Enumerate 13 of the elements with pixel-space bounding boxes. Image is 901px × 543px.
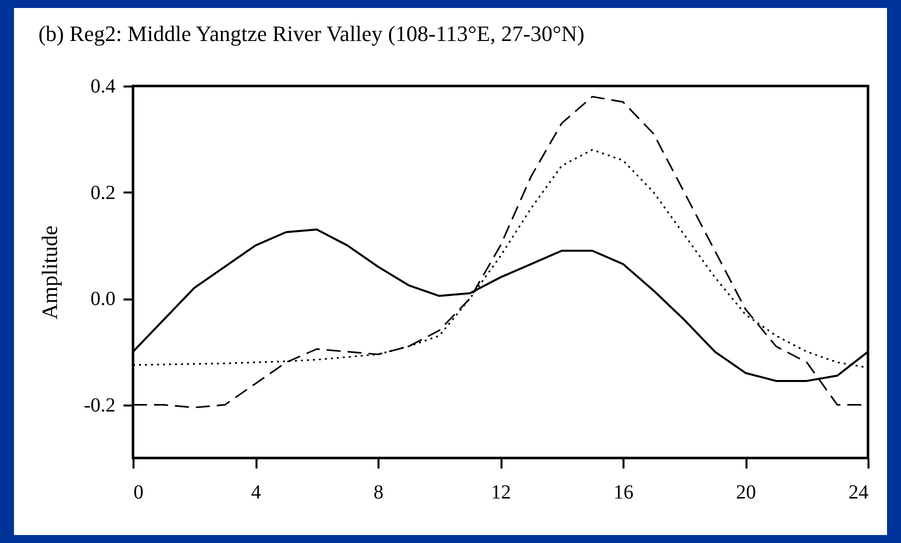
y-tick-label: 0.0 (90, 288, 116, 310)
y-tick-label: 0.4 (90, 76, 116, 98)
y-tick-label: 0.2 (90, 182, 116, 204)
x-tick-label: 16 (614, 482, 634, 504)
x-tick-label: 8 (374, 482, 384, 504)
x-tick-label: 4 (251, 482, 261, 504)
y-tick-label: -0.2 (84, 394, 116, 416)
x-tick-label: 24 (848, 482, 868, 504)
chart-title: (b) Reg2: Middle Yangtze River Valley (108-113°E, 27-30°N) (38, 21, 584, 46)
x-tick-label: 0 (134, 482, 144, 504)
x-tick-label: 20 (736, 482, 756, 504)
x-tick-label: 12 (491, 482, 511, 504)
y-axis-title: Amplitude (36, 225, 62, 320)
